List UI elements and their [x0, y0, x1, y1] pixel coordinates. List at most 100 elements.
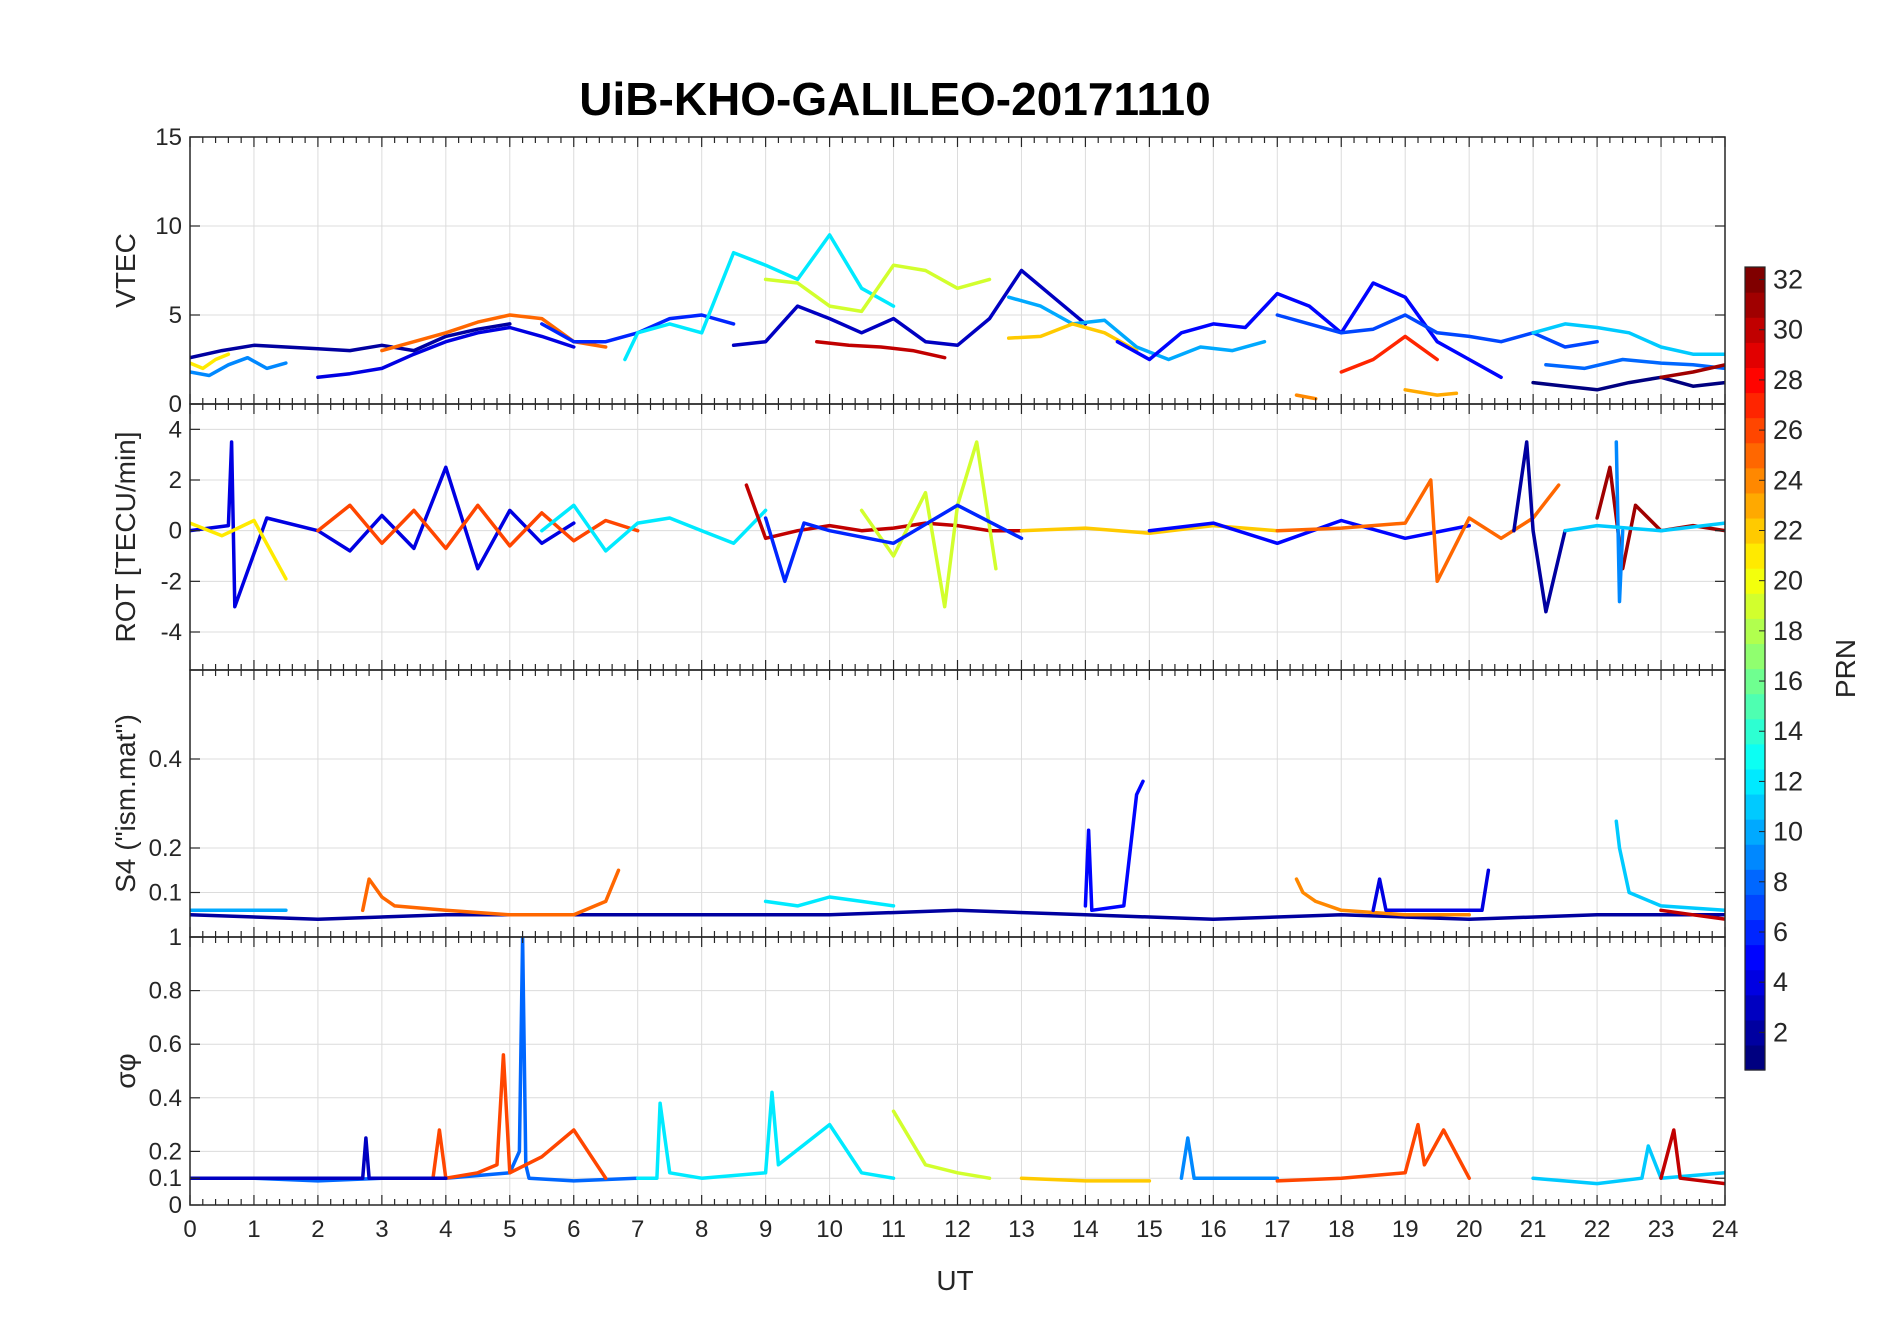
colorbar-segment: [1745, 969, 1765, 996]
series-line-prn-8: [1544, 357, 1725, 371]
colorbar-tick-label: 6: [1773, 917, 1788, 947]
colorbar-segment: [1745, 593, 1765, 619]
colorbar-segment: [1745, 994, 1765, 1021]
series-line-prn-21: [190, 518, 288, 581]
series-line-prn-7: [1275, 313, 1599, 349]
series-line-prn-19: [859, 440, 998, 609]
series-line-prn-30: [1659, 1128, 1725, 1186]
grid-lines: [189, 136, 1726, 405]
x-tick-label: 4: [439, 1216, 452, 1243]
series-line-prn-19: [763, 263, 992, 314]
y-tick-label: 0.4: [149, 746, 182, 773]
colorbar-tick-label: 18: [1773, 616, 1803, 646]
x-tick-label: 13: [1008, 1216, 1035, 1243]
grid-lines: [189, 404, 1726, 670]
x-tick-label: 1: [247, 1216, 260, 1243]
x-tick-label: 5: [503, 1216, 516, 1243]
x-tick-label: 2: [311, 1216, 324, 1243]
x-tick-label: 19: [1392, 1216, 1419, 1243]
colorbar-label: PRN: [1830, 639, 1861, 698]
x-tick-label: 22: [1584, 1216, 1611, 1243]
y-tick-label: 0.1: [149, 1165, 182, 1192]
x-tick-label: 11: [881, 1216, 906, 1243]
panel-sigma-phi: 00.10.2 0.4 0.6 0.8 1 σφ: [110, 924, 1726, 1219]
series-line-prn-26: [316, 503, 640, 551]
series-line-prn-9: [190, 355, 288, 378]
y-tick-label: -4: [161, 619, 182, 646]
series-line-prn-24: [1294, 393, 1318, 401]
colorbar-segment: [1745, 643, 1765, 670]
colorbar-segment: [1745, 768, 1765, 795]
x-tick-label: 14: [1072, 1216, 1099, 1243]
series-line-prn-30: [1659, 908, 1725, 921]
series-line-prn-11: [1531, 1144, 1725, 1186]
series-line-prn-12: [623, 233, 896, 362]
series-line-prn-25: [360, 868, 621, 917]
tick-marks: [189, 404, 1726, 670]
x-tick-label: 6: [567, 1216, 580, 1243]
series-line-prn-11: [1614, 819, 1725, 913]
colorbar-segment: [1745, 442, 1765, 469]
colorbar-segment: [1745, 894, 1765, 921]
colorbar-tick-label: 4: [1773, 967, 1788, 997]
series-line-prn-3: [731, 268, 1088, 348]
series-line-prn-25: [1275, 478, 1561, 584]
y-tick-label: -2: [161, 568, 182, 595]
colorbar-segment: [1745, 819, 1765, 845]
colorbar-segment: [1745, 869, 1765, 895]
y-axis-label: σφ: [110, 1053, 141, 1088]
x-tick-labels: 0 1 2 3 4 5 6 7 8 9 10 11 12 13 14 15 16 17 18 19 20 21 22 23 24: [183, 1216, 1738, 1243]
series-line-prn-21: [190, 352, 231, 371]
x-tick-label: 20: [1456, 1216, 1483, 1243]
panel-s4: 0.1 0.2 0.4 S4 ("ism.mat"): [110, 669, 1726, 938]
panel-vtec: 0 5 10 15 VTEC: [110, 124, 1726, 418]
series-line-prn-30: [815, 339, 947, 360]
x-tick-label: 18: [1328, 1216, 1355, 1243]
colorbar-segment: [1745, 693, 1765, 720]
x-axis-label: UT: [936, 1265, 973, 1296]
colorbar-segment: [1745, 1019, 1765, 1046]
series-line-prn-27: [1339, 334, 1439, 374]
x-tick-label: 3: [375, 1216, 388, 1243]
x-tick-label: 15: [1136, 1216, 1163, 1243]
colorbar-segment: [1745, 267, 1765, 293]
y-tick-label: 0.2: [149, 835, 182, 862]
grid-lines: [189, 670, 1726, 937]
colorbar-segment: [1745, 342, 1765, 368]
y-tick-label: 5: [169, 302, 182, 329]
colorbar-segment: [1745, 1044, 1765, 1071]
y-tick-label: 0.2: [149, 1138, 182, 1165]
colorbar-segment: [1745, 292, 1765, 318]
colorbar-segment: [1745, 944, 1765, 971]
series-group: [190, 779, 1725, 921]
x-tick-label: 23: [1648, 1216, 1675, 1243]
colorbar-segment: [1745, 417, 1765, 444]
series-line-prn-11: [1531, 322, 1725, 356]
y-tick-label: 0.6: [149, 1031, 182, 1058]
colorbar-segment: [1745, 718, 1765, 745]
colorbar-tick-label: 2: [1773, 1017, 1788, 1047]
colorbar-segment: [1745, 392, 1765, 419]
colorbar-segment: [1745, 618, 1765, 645]
colorbar-tick-label: 16: [1773, 666, 1803, 696]
series-line-prn-9: [1179, 1136, 1280, 1180]
x-tick-label: 21: [1520, 1216, 1547, 1243]
series-line-prn-5: [1115, 281, 1503, 380]
y-axis-label: ROT [TECU/min]: [110, 431, 141, 642]
y-axis-label: S4 ("ism.mat"): [110, 714, 141, 893]
colorbar-tick-label: 12: [1773, 766, 1803, 796]
x-tick-label: 9: [759, 1216, 772, 1243]
tick-marks: [189, 136, 1726, 405]
x-tick-label: 10: [816, 1216, 843, 1243]
series-group: [190, 233, 1725, 401]
x-tick-label: 7: [631, 1216, 644, 1243]
series-group: [190, 937, 1725, 1186]
series-line-prn-12: [540, 503, 768, 553]
x-tick-label: 12: [944, 1216, 971, 1243]
colorbar-segment: [1745, 743, 1765, 770]
colorbar-tick-label: 28: [1773, 365, 1803, 395]
series-line-prn-30: [744, 483, 1024, 541]
